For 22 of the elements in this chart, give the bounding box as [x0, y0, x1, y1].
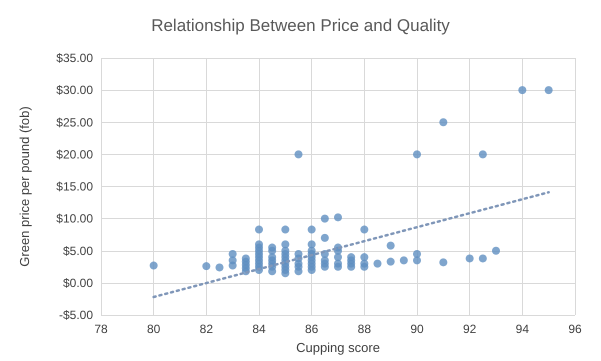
x-tick-label: 78: [94, 322, 108, 336]
x-tick-label: 84: [252, 322, 266, 336]
x-tick-label: 82: [200, 322, 214, 336]
y-tick-label: $25.00: [56, 115, 94, 130]
y-tick-label: $5.00: [62, 244, 94, 258]
y-axis-title: Green price per pound (fob): [17, 106, 32, 267]
x-tick-label: 92: [462, 322, 477, 336]
x-tick-label: 86: [304, 322, 319, 336]
x-axis-title: Cupping score: [296, 340, 380, 355]
y-tick-label: $35.00: [56, 51, 94, 65]
x-tick-label: 90: [410, 322, 424, 336]
x-tick-label: 96: [568, 322, 582, 336]
x-tick-label: 88: [358, 322, 372, 336]
y-tick-label: $30.00: [56, 83, 94, 98]
x-tick-label: 94: [516, 322, 530, 336]
y-tick-label: $20.00: [56, 147, 94, 162]
chart-title: Relationship Between Price and Quality: [151, 16, 450, 35]
y-tick-label: $15.00: [56, 180, 94, 194]
y-tick-label: $10.00: [56, 212, 94, 226]
y-tick-label: -$5.00: [58, 308, 94, 322]
x-tick-label: 80: [146, 322, 161, 336]
y-tick-label: $0.00: [62, 276, 94, 290]
